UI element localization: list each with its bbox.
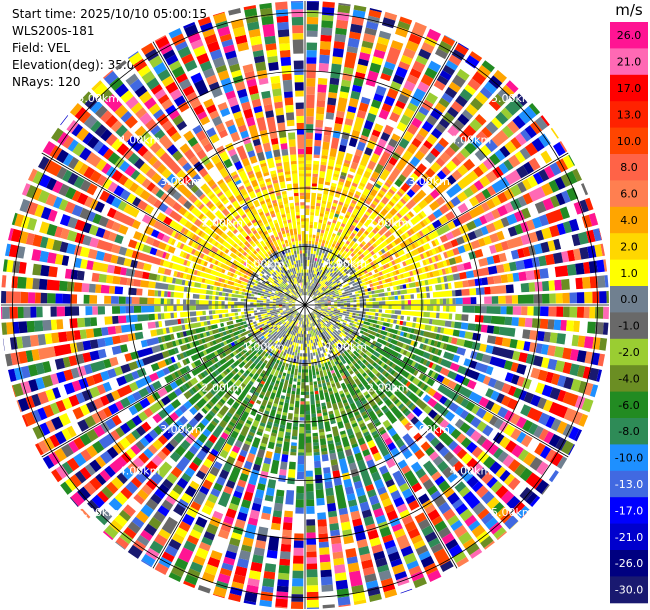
ring-label: 1.00km bbox=[243, 258, 285, 271]
azimuth-line bbox=[41, 304, 306, 458]
instrument-name: WLS200s-181 bbox=[12, 24, 95, 38]
colorbar-tick-label: 1.0 bbox=[620, 267, 638, 280]
ring-label: 4.00km bbox=[450, 464, 492, 477]
gate-cells bbox=[34, 16, 589, 590]
colorbar-tick-label: 2.0 bbox=[620, 240, 638, 253]
start-time: Start time: 2025/10/10 05:00:15 bbox=[12, 7, 207, 21]
colorbar-tick-label: 4.0 bbox=[620, 214, 638, 227]
azimuth-line bbox=[152, 304, 306, 569]
colorbar-tick-label: -30.0 bbox=[615, 584, 643, 597]
nrays: NRays: 120 bbox=[12, 75, 81, 89]
colorbar-tick-label: -10.0 bbox=[615, 452, 643, 465]
ring-label: 3.00km bbox=[160, 423, 202, 436]
gate-cells bbox=[20, 9, 610, 587]
colorbar-tick-label: -6.0 bbox=[618, 399, 639, 412]
azimuth-line bbox=[304, 152, 569, 306]
ring-label: 3.00km bbox=[408, 175, 450, 188]
ring-label: 3.00km bbox=[160, 175, 202, 188]
colorbar-tick-label: -4.0 bbox=[618, 372, 639, 385]
colorbar-bin bbox=[610, 286, 648, 313]
colorbar-tick-label: 13.0 bbox=[617, 108, 642, 121]
colorbar-bin bbox=[610, 418, 648, 445]
header-info: Start time: 2025/10/10 05:00:15 WLS200s-… bbox=[12, 6, 207, 91]
colorbar-bin bbox=[610, 391, 648, 419]
colorbar-tick-label: -1.0 bbox=[618, 320, 639, 333]
ring-label: 1.00km bbox=[326, 340, 368, 353]
colorbar-bin bbox=[610, 444, 648, 472]
elevation: Elevation(deg): 35.00 bbox=[12, 58, 142, 72]
colorbar-bin bbox=[610, 259, 648, 287]
ring-label: 4.00km bbox=[119, 464, 161, 477]
azimuth-line bbox=[304, 41, 458, 306]
ring-label: 5.00km bbox=[491, 92, 533, 105]
ring-label: 5.00km bbox=[77, 506, 119, 519]
field-name: Field: VEL bbox=[12, 41, 71, 55]
ring-label: 2.00km bbox=[367, 382, 409, 395]
ring-label: 4.00km bbox=[450, 134, 492, 147]
azimuth-line bbox=[41, 152, 306, 306]
colorbar-bin bbox=[610, 180, 648, 208]
gate-cells bbox=[16, 11, 608, 568]
gate-layer bbox=[1, 1, 610, 610]
colorbar-bin bbox=[610, 312, 648, 340]
colorbar-tick-label: -8.0 bbox=[618, 425, 639, 438]
colorbar-tick-label: -13.0 bbox=[615, 478, 643, 491]
azimuth-line bbox=[152, 41, 306, 306]
ring-label: 4.00km bbox=[119, 134, 161, 147]
gate-cells bbox=[1, 1, 605, 609]
colorbar-tick-label: 17.0 bbox=[617, 82, 642, 95]
colorbar-tick-label: 0.0 bbox=[620, 293, 638, 306]
colorbar-tick-label: -21.0 bbox=[615, 531, 643, 544]
colorbar-bin bbox=[610, 338, 648, 366]
colorbar-bin bbox=[610, 233, 648, 261]
ring-label: 2.00km bbox=[367, 216, 409, 229]
colorbar-bin bbox=[610, 470, 648, 498]
colorbar-tick-label: 6.0 bbox=[620, 188, 638, 201]
ring-label: 2.00km bbox=[201, 216, 243, 229]
colorbar-tick-label: 10.0 bbox=[617, 135, 642, 148]
gate-cells bbox=[6, 12, 601, 599]
colorbar-bin bbox=[610, 206, 648, 234]
colorbar-bin bbox=[610, 127, 648, 155]
ring-label: 3.00km bbox=[408, 423, 450, 436]
colorbar-tick-label: -17.0 bbox=[615, 504, 643, 517]
colorbar-unit: m/s bbox=[615, 1, 643, 19]
colorbar-tick-label: 8.0 bbox=[620, 161, 638, 174]
colorbar-tick-label: 21.0 bbox=[617, 56, 642, 69]
colorbar-bin bbox=[610, 48, 648, 76]
ring-labels: 1.00km 1.00km 1.00km 1.00km 2.00km 2.00km 2.00… bbox=[77, 92, 532, 519]
colorbar-bin bbox=[610, 101, 648, 129]
colorbar-bin bbox=[610, 74, 648, 102]
ring-label: 1.00km bbox=[326, 258, 368, 271]
azimuth-line bbox=[304, 304, 458, 569]
ppi-plot: 1.00km 1.00km 1.00km 1.00km 2.00km 2.00km 2.00… bbox=[1, 1, 610, 610]
colorbar: m/s 26.0 21.0 17.0 13.0 10.0 8.0 6.0 4.0 2.0 1.0 0… bbox=[610, 1, 648, 604]
azimuth-lines bbox=[1, 1, 609, 609]
gate-cells bbox=[2, 2, 596, 598]
colorbar-tick-label: -2.0 bbox=[618, 346, 639, 359]
colorbar-bin bbox=[610, 365, 648, 393]
colorbar-bin bbox=[610, 550, 648, 577]
ring-label: 5.00km bbox=[491, 506, 533, 519]
colorbar-bin bbox=[610, 523, 648, 551]
colorbar-bin bbox=[610, 154, 648, 181]
ring-label: 1.00km bbox=[243, 340, 285, 353]
colorbar-tick-label: 26.0 bbox=[617, 29, 642, 42]
colorbar-bin bbox=[610, 497, 648, 525]
ring-label: 2.00km bbox=[201, 382, 243, 395]
gate-cells bbox=[25, 26, 603, 605]
colorbar-bin bbox=[610, 576, 648, 604]
ring-label: 5.00km bbox=[77, 92, 119, 105]
azimuth-line bbox=[304, 304, 569, 458]
colorbar-tick-label: -26.0 bbox=[615, 557, 643, 570]
colorbar-bin bbox=[610, 22, 648, 49]
